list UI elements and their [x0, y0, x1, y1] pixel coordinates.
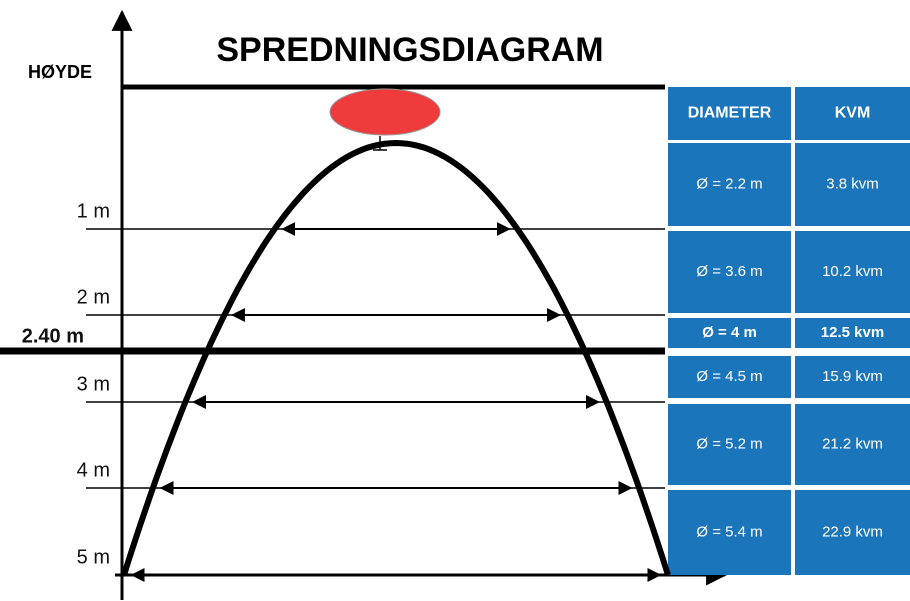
table-cell: [795, 490, 910, 575]
table-cell: [668, 87, 791, 140]
table-cell-text: Ø = 2.2 m: [696, 175, 762, 192]
table-cell: [795, 404, 910, 485]
table-cell-text: Ø = 4.5 m: [696, 368, 762, 385]
level-label: 2 m: [77, 286, 110, 308]
spray-curve: [121, 139, 671, 576]
table-cell: [795, 87, 910, 140]
table-header: KVM: [835, 105, 871, 122]
table-cell: [668, 318, 791, 348]
level-label: 2.40 m: [22, 325, 84, 347]
table: DIAMETER KVM Ø = 2.2 m 3.8 kvm Ø = 3.6 m 10.2…: [668, 87, 910, 575]
level-label: 3 m: [77, 373, 110, 395]
table-cell: [795, 356, 910, 398]
table-cell: [795, 143, 910, 226]
title: SPREDNINGSDIAGRAM: [216, 31, 603, 69]
table-cell-text: Ø = 4 m: [702, 324, 757, 341]
levels: 1 m 2 m 2.40 m 3 m 4 m 5 m: [0, 200, 665, 582]
nozzle: [329, 88, 441, 136]
level-label: 4 m: [77, 459, 110, 481]
table-cell-text: 12.5 kvm: [821, 324, 884, 341]
table-cell-text: 10.2 kvm: [822, 263, 883, 280]
level-label: 1 m: [77, 200, 110, 222]
table-cell: [795, 318, 910, 348]
table-cell-text: 22.9 kvm: [822, 523, 883, 540]
table-cell: [668, 490, 791, 575]
table-cell-text: 21.2 kvm: [822, 435, 883, 452]
table-cell-text: 15.9 kvm: [822, 368, 883, 385]
table-cell: [668, 404, 791, 485]
table-cell-text: Ø = 5.2 m: [696, 435, 762, 452]
table-cell: [668, 356, 791, 398]
table-header: DIAMETER: [688, 105, 772, 122]
table-cell-text: Ø = 5.4 m: [696, 523, 762, 540]
table-cell: [668, 143, 791, 226]
table-cell-text: 3.8 kvm: [826, 175, 879, 192]
table-cell: [795, 231, 910, 313]
table-cell: [668, 231, 791, 313]
level-label: 5 m: [77, 546, 110, 568]
axis-label: HØYDE: [28, 62, 92, 82]
table-cell-text: Ø = 3.6 m: [696, 263, 762, 280]
